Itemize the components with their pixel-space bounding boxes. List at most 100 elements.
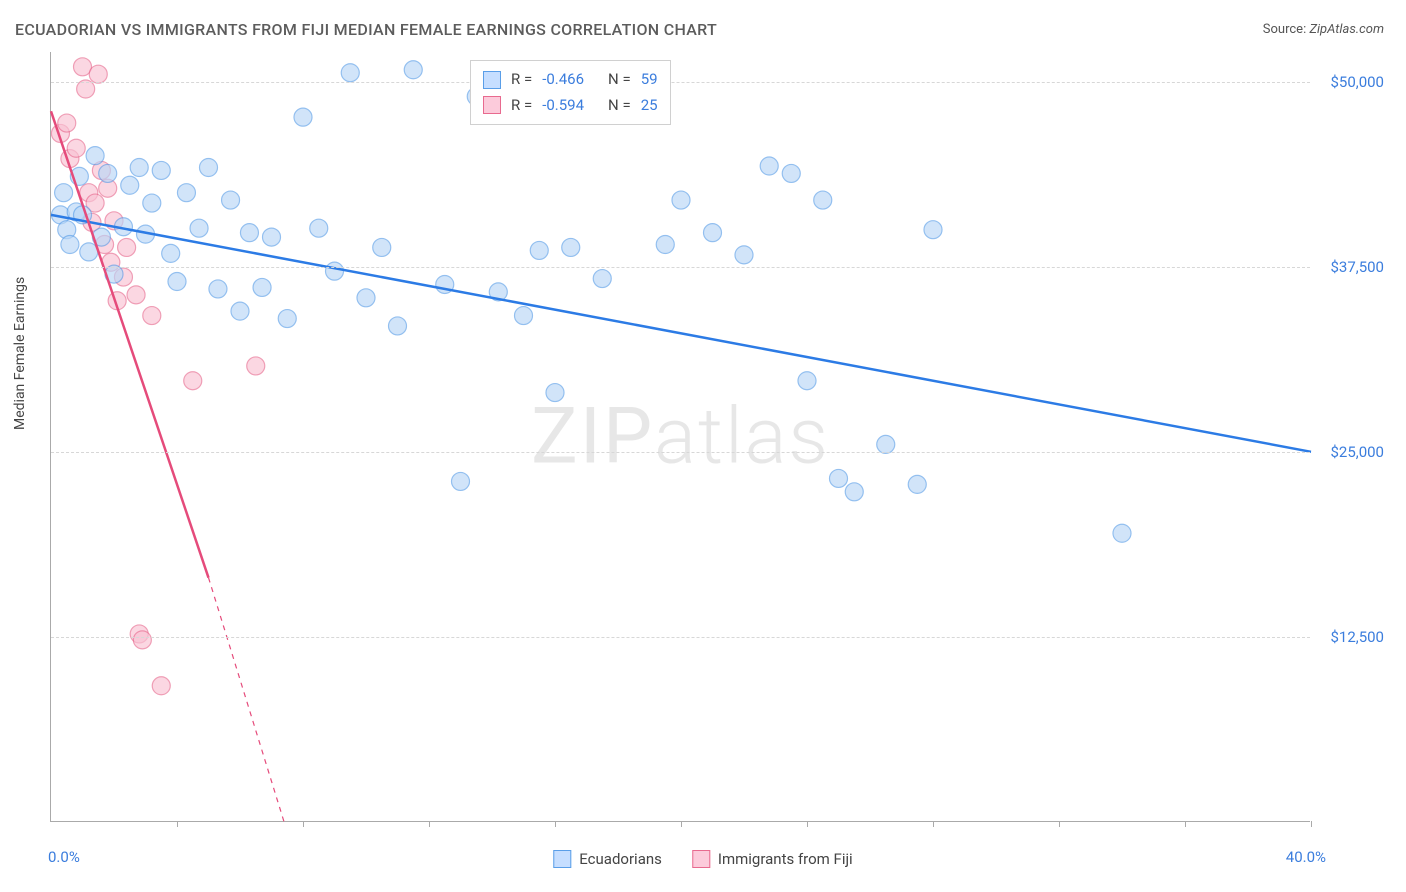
data-point (143, 307, 161, 325)
data-point (1113, 524, 1131, 542)
data-point (546, 384, 564, 402)
stat-n-label: N = (608, 67, 631, 93)
data-point (86, 147, 104, 165)
data-point (118, 238, 136, 256)
stat-r-label: R = (511, 93, 532, 119)
y-tick-label: $25,000 (1330, 443, 1384, 461)
data-point (168, 273, 186, 291)
data-point (924, 221, 942, 239)
data-point (177, 184, 195, 202)
data-point (656, 236, 674, 254)
x-tick (807, 821, 808, 827)
data-point (877, 435, 895, 453)
chart-title: ECUADORIAN VS IMMIGRANTS FROM FIJI MEDIA… (15, 20, 717, 39)
correlation-stats-box: R = -0.466 N = 59 R = -0.594 N = 25 (470, 60, 671, 125)
x-axis-max-label: 40.0% (1286, 848, 1326, 866)
data-point (404, 61, 422, 79)
data-point (253, 278, 271, 296)
legend-swatch (553, 850, 571, 868)
data-point (121, 176, 139, 194)
source-value: ZipAtlas.com (1309, 22, 1384, 37)
data-point (672, 191, 690, 209)
data-point (830, 469, 848, 487)
legend-swatch (692, 850, 710, 868)
data-point (152, 161, 170, 179)
data-point (222, 191, 240, 209)
data-point (798, 372, 816, 390)
data-point (61, 236, 79, 254)
data-point (389, 317, 407, 335)
data-point (357, 289, 375, 307)
stat-r-value: -0.466 (542, 67, 584, 93)
y-tick-label: $50,000 (1330, 73, 1384, 91)
data-point (240, 224, 258, 242)
data-point (247, 357, 265, 375)
x-axis-min-label: 0.0% (48, 848, 80, 866)
x-tick (933, 821, 934, 827)
data-point (515, 307, 533, 325)
data-point (162, 244, 180, 262)
x-tick (177, 821, 178, 827)
x-tick (1311, 821, 1312, 827)
data-point (152, 677, 170, 695)
stat-n-value: 25 (641, 93, 658, 119)
stat-r-value: -0.594 (542, 93, 584, 119)
data-point (58, 114, 76, 132)
legend-item: Immigrants from Fiji (692, 850, 853, 868)
data-point (130, 159, 148, 177)
data-point (593, 270, 611, 288)
x-tick (555, 821, 556, 827)
data-point (190, 219, 208, 237)
legend-label: Ecuadorians (579, 850, 662, 868)
data-point (263, 228, 281, 246)
series-legend: Ecuadorians Immigrants from Fiji (553, 850, 852, 868)
data-point (908, 475, 926, 493)
stat-n-value: 59 (641, 67, 658, 93)
data-point (89, 65, 107, 83)
plot-area: ZIPatlas (50, 52, 1310, 822)
y-tick-label: $37,500 (1330, 258, 1384, 276)
data-point (99, 164, 117, 182)
data-point (814, 191, 832, 209)
data-point (184, 372, 202, 390)
data-point (133, 631, 151, 649)
data-point (55, 184, 73, 202)
data-point (278, 310, 296, 328)
stat-n-label: N = (608, 93, 631, 119)
data-point (782, 164, 800, 182)
scatter-plot-svg (51, 52, 1310, 821)
y-tick-label: $12,500 (1330, 628, 1384, 646)
gridline-h (51, 637, 1310, 638)
data-point (452, 472, 470, 490)
data-point (294, 108, 312, 126)
legend-item: Ecuadorians (553, 850, 662, 868)
data-point (310, 219, 328, 237)
legend-label: Immigrants from Fiji (718, 850, 853, 868)
data-point (373, 238, 391, 256)
data-point (735, 246, 753, 264)
stat-r-label: R = (511, 67, 532, 93)
stats-row: R = -0.466 N = 59 (483, 67, 658, 93)
gridline-h (51, 82, 1310, 83)
data-point (704, 224, 722, 242)
data-point (760, 157, 778, 175)
x-tick (303, 821, 304, 827)
data-point (77, 80, 95, 98)
source-attribution: Source: ZipAtlas.com (1263, 22, 1384, 37)
x-tick (429, 821, 430, 827)
x-tick (1059, 821, 1060, 827)
data-point (231, 302, 249, 320)
data-point (127, 286, 145, 304)
legend-swatch (483, 71, 501, 89)
data-point (562, 238, 580, 256)
x-tick (681, 821, 682, 827)
data-point (67, 139, 85, 157)
y-axis-label: Median Female Earnings (12, 277, 28, 430)
data-point (200, 159, 218, 177)
data-point (326, 262, 344, 280)
x-tick (1185, 821, 1186, 827)
data-point (845, 483, 863, 501)
data-point (209, 280, 227, 298)
source-label: Source: (1263, 22, 1310, 37)
trend-line (51, 215, 1311, 452)
